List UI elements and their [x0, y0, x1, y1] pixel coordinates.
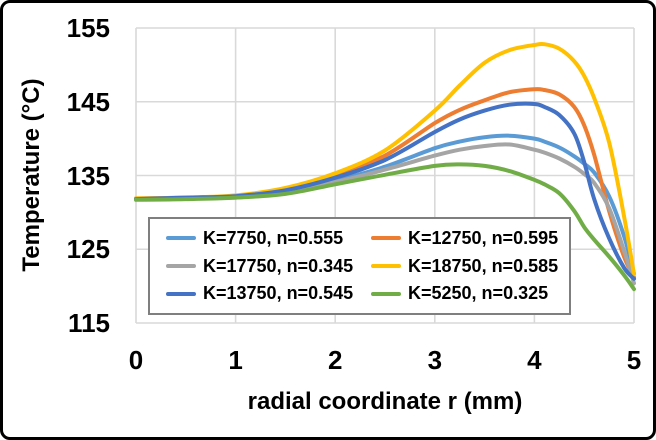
legend: K=7750, n=0.555 K=12750, n=0.595 K=17750, … — [148, 217, 571, 315]
x-tick-label: 5 — [626, 345, 642, 375]
legend-item: K=7750, n=0.555 — [166, 228, 371, 249]
legend-label: K=18750, n=0.585 — [408, 255, 559, 276]
legend-label: K=17750, n=0.345 — [203, 255, 354, 276]
legend-item: K=17750, n=0.345 — [166, 256, 371, 277]
legend-item: K=5250, n=0.325 — [371, 283, 565, 304]
legend-swatch-icon — [166, 236, 196, 241]
legend-label: K=13750, n=0.545 — [203, 283, 354, 304]
legend-swatch-icon — [371, 291, 401, 296]
x-tick-label: 0 — [128, 345, 144, 375]
legend-item: K=12750, n=0.595 — [371, 228, 565, 249]
legend-label: K=12750, n=0.595 — [408, 227, 559, 248]
legend-swatch-icon — [166, 264, 196, 268]
legend-swatch-icon — [371, 264, 401, 268]
x-tick-label: 3 — [427, 345, 443, 375]
legend-label: K=5250, n=0.325 — [408, 283, 549, 304]
y-tick-label: 115 — [68, 308, 110, 338]
y-tick-label: 125 — [66, 234, 110, 265]
legend-swatch-icon — [371, 236, 401, 241]
legend-item: K=18750, n=0.585 — [371, 256, 565, 277]
legend-item: K=13750, n=0.545 — [166, 283, 371, 304]
x-tick-label: 4 — [527, 345, 542, 375]
y-tick-label: 145 — [66, 86, 110, 117]
y-tick-label: 155 — [66, 13, 110, 43]
x-tick-label: 1 — [228, 345, 243, 375]
legend-label: K=7750, n=0.555 — [203, 227, 344, 248]
y-tick-label: 135 — [66, 160, 110, 191]
legend-swatch-icon — [166, 291, 196, 296]
x-tick-label: 2 — [327, 345, 343, 375]
x-axis-title: radial coordinate r (mm) — [247, 388, 523, 415]
